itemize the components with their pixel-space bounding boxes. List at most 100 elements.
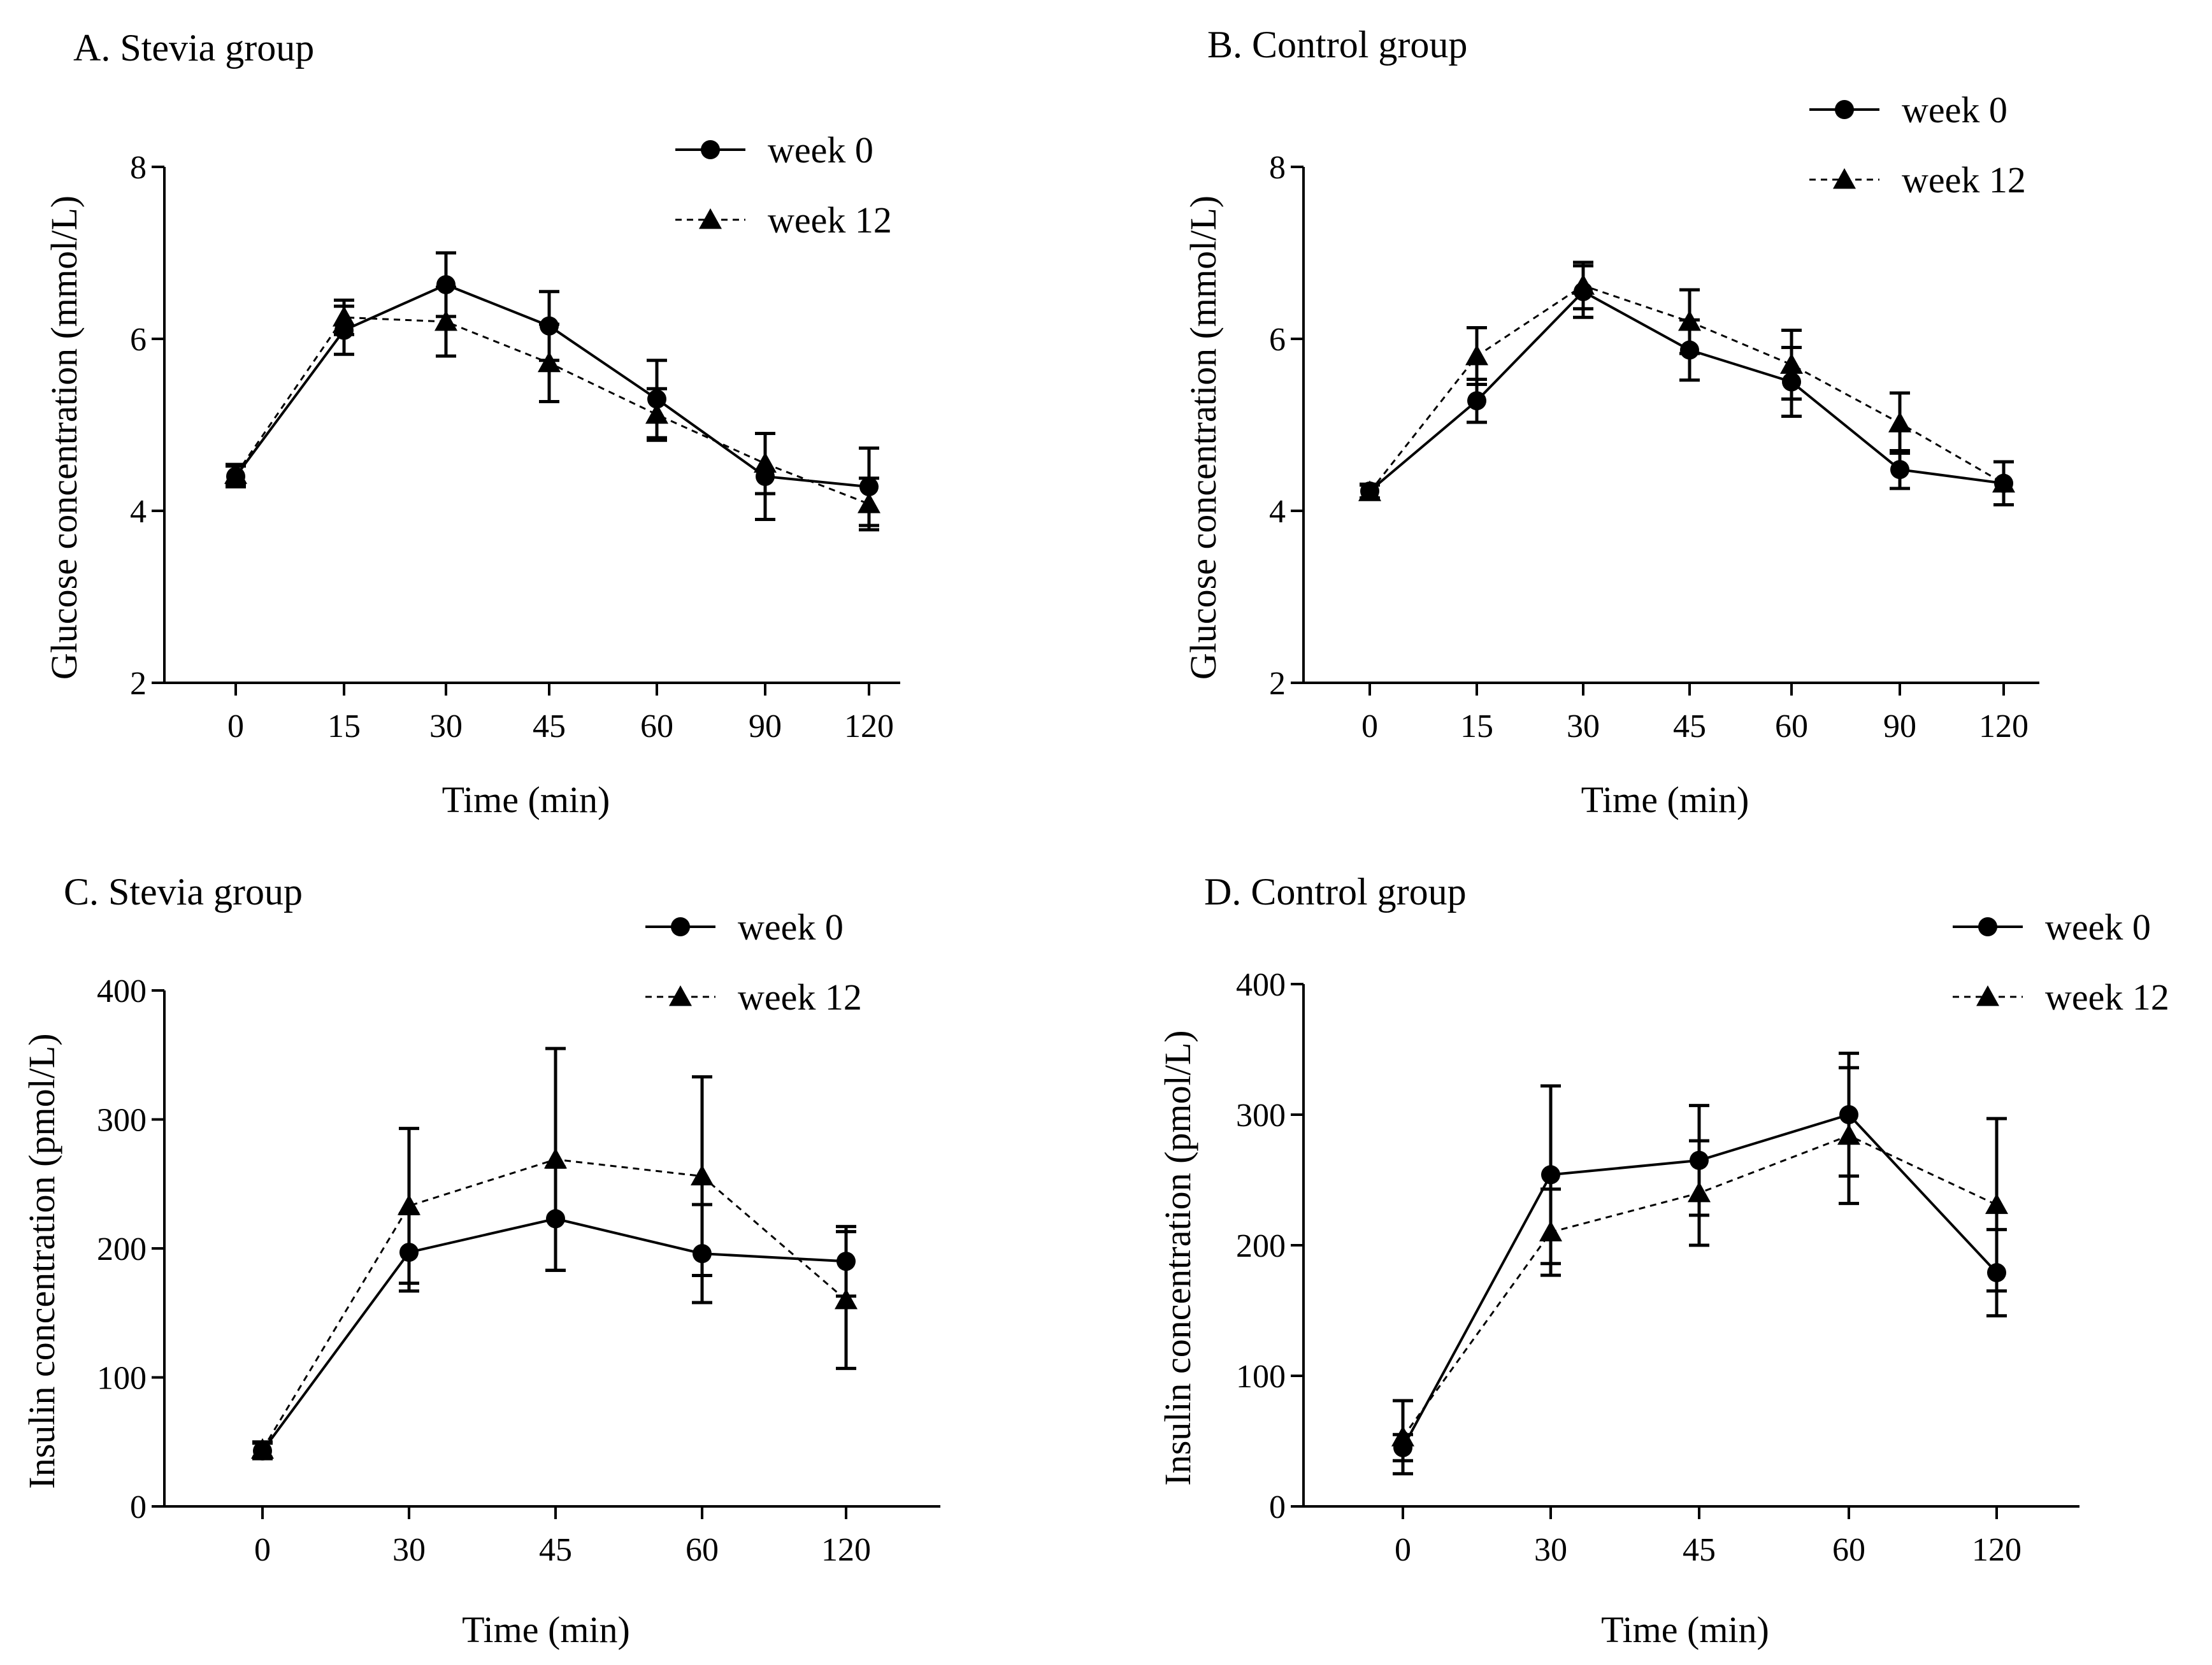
data-point-triangle — [1888, 411, 1911, 432]
y-axis-label: Insulin concentration (pmol/L) — [1157, 1030, 1198, 1485]
x-tick-label: 60 — [640, 708, 673, 745]
legend-label: week 12 — [768, 199, 892, 241]
x-tick-label: 120 — [821, 1532, 871, 1568]
legend-label: week 0 — [1902, 89, 2007, 131]
x-tick-label: 60 — [686, 1532, 719, 1568]
x-tick-label: 0 — [1395, 1532, 1411, 1568]
y-tick-label: 6 — [1269, 322, 1286, 358]
data-point-triangle — [691, 1164, 714, 1185]
legend-label: week 0 — [738, 906, 844, 948]
panel-d: D. Control group 0 100 200 300 400 0 30 45 60 120 T… — [1157, 871, 2169, 1650]
x-tick-label: 0 — [254, 1532, 271, 1568]
y-tick-label: 8 — [1269, 150, 1286, 186]
panel-a: A. Stevia group 2 4 6 8 0 15 30 45 60 90 120 Time (m… — [43, 27, 900, 820]
legend: week 0 week 12 — [1953, 906, 2169, 1018]
y-tick-label: 0 — [1269, 1489, 1286, 1526]
y-axis-label: Glucose concentration (mmol/L) — [1182, 196, 1224, 680]
y-tick-label: 300 — [97, 1103, 147, 1139]
legend-marker-triangle — [1833, 168, 1856, 189]
data-point-circle — [540, 316, 559, 336]
data-point-triangle — [1985, 1193, 2008, 1214]
y-tick-label: 200 — [1236, 1228, 1286, 1264]
x-tick-label: 15 — [327, 708, 361, 745]
legend: week 0 week 12 — [1809, 89, 2026, 201]
x-tick-label: 0 — [227, 708, 244, 745]
x-axis-label: Time (min) — [1601, 1609, 1769, 1650]
x-tick-label: 15 — [1460, 708, 1493, 745]
legend-label: week 12 — [2045, 976, 2169, 1018]
data-point-triangle — [544, 1148, 567, 1169]
x-axis-label: Time (min) — [1581, 779, 1749, 820]
series-week-0 — [226, 251, 879, 527]
data-point-circle — [1987, 1263, 2006, 1283]
x-tick-label: 90 — [1883, 708, 1916, 745]
x-tick-label: 0 — [1361, 708, 1378, 745]
y-tick-label: 6 — [130, 322, 147, 358]
legend-marker-triangle — [669, 985, 692, 1006]
series-week-0 — [1360, 264, 2014, 507]
legend-label: week 0 — [2045, 906, 2151, 948]
y-tick-label: 8 — [130, 150, 147, 186]
x-tick-label: 120 — [844, 708, 894, 745]
data-point-triangle — [835, 1289, 858, 1310]
y-tick-label: 200 — [97, 1231, 147, 1268]
y-tick-label: 2 — [1269, 666, 1286, 702]
data-point-circle — [253, 1441, 272, 1461]
data-point-circle — [1467, 391, 1486, 411]
y-tick-label: 400 — [97, 973, 147, 1010]
x-tick-label: 45 — [1673, 708, 1706, 745]
y-tick-label: 0 — [130, 1489, 147, 1526]
panel-b: B. Control group 2 4 6 8 0 15 30 45 60 90 120 Time (… — [1182, 24, 2039, 820]
data-point-circle — [1839, 1105, 1858, 1124]
legend-marker-triangle — [699, 208, 722, 229]
x-tick-label: 30 — [1534, 1532, 1567, 1568]
legend-marker-circle — [1978, 917, 1997, 936]
data-point-circle — [1994, 473, 2013, 493]
series-line — [234, 283, 870, 489]
x-tick-label: 120 — [1972, 1532, 2022, 1568]
legend-label: week 12 — [1902, 159, 2026, 201]
legend-label: week 0 — [768, 129, 873, 171]
data-point-circle — [859, 477, 879, 497]
series-week-0 — [1393, 1052, 2007, 1462]
data-point-circle — [837, 1252, 856, 1271]
y-tick-label: 100 — [97, 1361, 147, 1397]
x-tick-label: 30 — [1567, 708, 1600, 745]
y-tick-label: 100 — [1236, 1359, 1286, 1395]
x-tick-label: 30 — [392, 1532, 426, 1568]
data-point-circle — [1690, 1150, 1709, 1170]
data-point-circle — [693, 1244, 712, 1264]
data-point-circle — [1782, 372, 1801, 392]
data-point-circle — [436, 275, 456, 294]
x-tick-label: 120 — [1979, 708, 2029, 745]
legend: week 0 week 12 — [675, 129, 892, 241]
legend-marker-triangle — [1976, 985, 1999, 1006]
x-tick-label: 60 — [1832, 1532, 1865, 1568]
y-axis-label: Insulin concentration (pmol/L) — [21, 1033, 62, 1489]
x-axis-label: Time (min) — [442, 779, 610, 820]
data-point-circle — [647, 389, 666, 409]
legend-marker-circle — [671, 917, 690, 936]
x-tick-label: 45 — [539, 1532, 572, 1568]
panel-title: C. Stevia group — [64, 871, 303, 913]
x-tick-label: 90 — [749, 708, 782, 745]
x-tick-label: 45 — [533, 708, 566, 745]
legend-marker-circle — [701, 140, 720, 159]
y-tick-label: 2 — [130, 666, 147, 702]
data-point-circle — [756, 467, 775, 486]
panel-c: C. Stevia group 0 100 200 300 400 0 30 45 60 120 Ti… — [21, 871, 940, 1650]
series-week-12 — [1358, 261, 2015, 507]
data-point-circle — [1541, 1165, 1560, 1185]
data-point-circle — [399, 1243, 419, 1262]
y-tick-label: 4 — [1269, 494, 1286, 530]
data-point-circle — [546, 1209, 565, 1229]
series-week-0 — [252, 1165, 856, 1461]
y-axis-label: Glucose concentration (mmol/L) — [43, 196, 85, 680]
x-tick-label: 45 — [1683, 1532, 1716, 1568]
y-tick-label: 300 — [1236, 1097, 1286, 1134]
data-point-circle — [1360, 481, 1379, 501]
legend-marker-circle — [1835, 100, 1854, 119]
data-point-triangle — [1465, 345, 1488, 366]
data-point-circle — [1574, 282, 1593, 301]
